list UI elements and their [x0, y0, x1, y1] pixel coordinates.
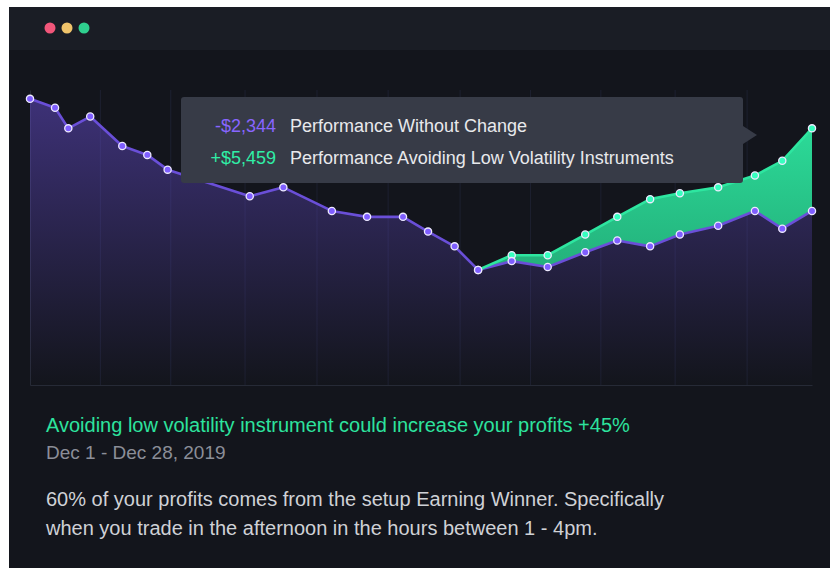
data-point	[399, 213, 406, 220]
tooltip-label: Performance Avoiding Low Volatility Inst…	[290, 148, 674, 168]
data-point	[582, 231, 589, 238]
tooltip-value: +$5,459	[210, 148, 276, 168]
data-point	[647, 196, 654, 203]
data-point	[779, 225, 786, 232]
data-point	[676, 231, 683, 238]
series-markers	[26, 95, 815, 273]
data-point	[246, 193, 253, 200]
data-point	[779, 157, 786, 164]
data-point	[26, 95, 33, 102]
data-point	[808, 125, 815, 132]
data-point	[144, 151, 151, 158]
data-point	[65, 125, 72, 132]
data-point	[508, 258, 515, 265]
plot-area	[26, 95, 815, 385]
data-point	[715, 222, 722, 229]
data-point	[715, 184, 722, 191]
tooltip-box	[181, 97, 743, 183]
description-line: when you trade in the afternoon in the h…	[45, 517, 597, 539]
tooltip-label: Performance Without Change	[290, 116, 527, 136]
window-dot	[62, 23, 73, 34]
data-point	[614, 213, 621, 220]
data-point	[280, 184, 287, 191]
window-title-bar	[9, 7, 830, 50]
data-point	[51, 104, 58, 111]
data-point	[363, 213, 370, 220]
data-point	[751, 172, 758, 179]
tooltip-value: -$2,344	[215, 116, 276, 136]
data-point	[119, 142, 126, 149]
description-line: 60% of your profits comes from the setup…	[46, 488, 664, 510]
window-dot	[79, 23, 90, 34]
x-axis-line	[31, 385, 813, 386]
data-point	[676, 190, 683, 197]
tooltip-arrow	[743, 126, 757, 144]
data-point	[544, 252, 551, 259]
data-point	[87, 113, 94, 120]
data-point	[328, 207, 335, 214]
data-point	[474, 266, 481, 273]
window-dot	[45, 23, 56, 34]
chart-subtitle: Dec 1 - Dec 28, 2019	[46, 442, 226, 463]
data-point	[647, 243, 654, 250]
data-point	[164, 166, 171, 173]
chart-title: Avoiding low volatility instrument could…	[46, 414, 630, 436]
data-point	[751, 207, 758, 214]
data-point	[614, 237, 621, 244]
card-background	[9, 7, 830, 568]
data-point	[808, 207, 815, 214]
data-point	[582, 249, 589, 256]
tooltip: -$2,344 Performance Without Change +$5,459…	[181, 97, 757, 183]
data-point	[451, 243, 458, 250]
data-point	[474, 266, 481, 273]
data-point	[544, 263, 551, 270]
data-point	[424, 228, 431, 235]
chart-card-svg: -$2,344 Performance Without Change +$5,459…	[0, 0, 839, 578]
